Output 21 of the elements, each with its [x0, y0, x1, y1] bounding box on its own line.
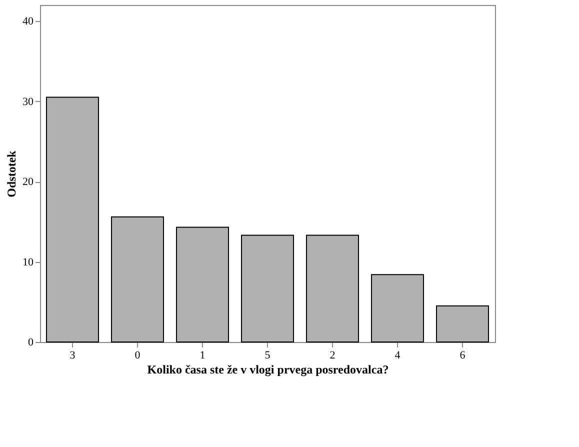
x-tick-label: 6 [460, 350, 466, 362]
x-tick-label: 0 [134, 350, 141, 362]
bar [111, 216, 164, 342]
x-axis-title: Koliko časa ste že v vlogi prvega posredovalca? [147, 362, 389, 376]
x-tick-label: 5 [264, 350, 271, 362]
bar [176, 226, 229, 342]
x-tick-label: 1 [200, 350, 206, 362]
bar [436, 305, 489, 342]
x-tick-label: 4 [394, 350, 401, 362]
bar [241, 234, 294, 342]
bar [371, 274, 424, 342]
y-tick-label: 0 [28, 336, 34, 348]
bar [46, 96, 99, 342]
x-tick-label: 2 [330, 350, 336, 362]
y-tick-label: 30 [22, 96, 34, 108]
y-tick-label: 20 [22, 176, 34, 188]
y-axis-title: Odstotek [4, 150, 18, 198]
y-tick-label: 10 [22, 256, 34, 268]
bar [306, 234, 359, 342]
y-tick-label: 40 [22, 16, 34, 28]
x-tick-label: 3 [70, 350, 76, 362]
